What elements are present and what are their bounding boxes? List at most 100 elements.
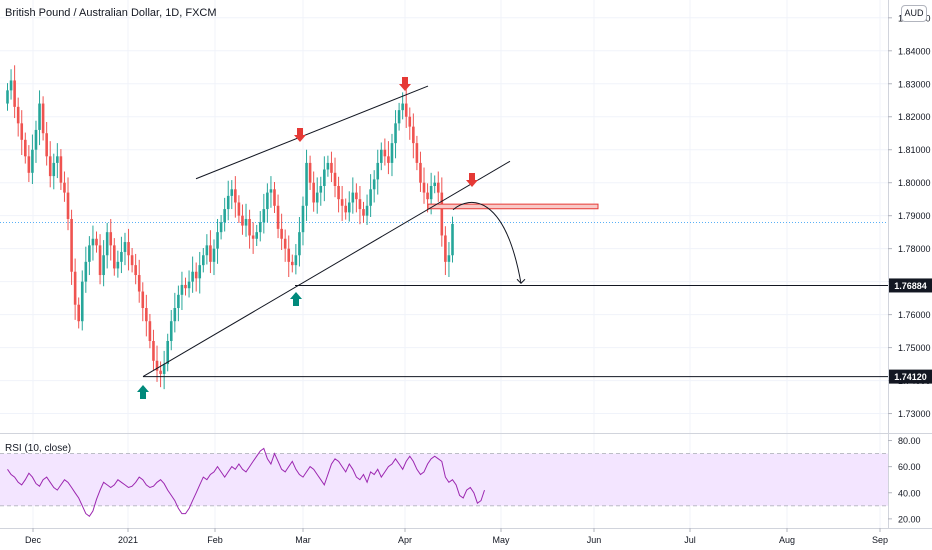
candle-body <box>444 235 447 262</box>
candle-body <box>273 189 276 206</box>
candle-body <box>244 218 248 226</box>
candle-body <box>230 189 234 196</box>
candle-body <box>298 232 301 256</box>
candle-body <box>315 192 319 203</box>
candle-body <box>127 242 130 256</box>
price-tick-label: 1.73000 <box>898 409 931 419</box>
candle-body <box>276 205 280 229</box>
price-tick-label: 1.76000 <box>898 310 931 320</box>
candle-body <box>429 185 433 200</box>
candle-body <box>401 103 404 111</box>
candle-body <box>27 156 31 173</box>
price-tick-label: 1.75000 <box>898 343 931 353</box>
candle-body <box>166 340 169 365</box>
candle-body <box>169 321 173 341</box>
candle-body <box>355 192 358 200</box>
candle-body <box>333 172 337 186</box>
candle-body <box>262 209 266 223</box>
candle-body <box>344 205 347 213</box>
candle-body <box>301 205 305 233</box>
candle-body <box>105 232 109 256</box>
candle-body <box>269 189 273 193</box>
price-tick-label: 1.81000 <box>898 145 931 155</box>
candle-body <box>340 199 344 206</box>
rsi-band <box>0 453 888 506</box>
time-tick-label: 2021 <box>118 535 138 545</box>
candle-body <box>52 162 56 177</box>
candle-body <box>326 162 330 170</box>
down-arrow-icon <box>466 173 478 187</box>
candle-body <box>212 248 216 262</box>
candle-body <box>205 245 209 256</box>
candle-body <box>419 162 422 183</box>
candle-body <box>280 228 283 239</box>
candle-body <box>13 80 16 107</box>
candle-body <box>415 143 419 163</box>
candle-body <box>34 129 38 150</box>
price-tick-label: 1.83000 <box>898 79 931 89</box>
down-arrow-icon <box>399 77 411 91</box>
candle-body <box>291 261 294 266</box>
candle-body <box>88 245 91 262</box>
candle-body <box>187 281 191 289</box>
candle-body <box>436 182 440 193</box>
price-label-background <box>889 369 932 384</box>
candle-body <box>440 192 444 236</box>
currency-badge[interactable]: AUD <box>901 5 927 22</box>
price-tick-label: 1.80000 <box>898 178 931 188</box>
candle-body <box>362 209 365 216</box>
time-axis: Dec 2021 Feb Mar Apr May Jun Jul Aug Sep <box>0 528 932 545</box>
projection-curve <box>452 201 522 284</box>
candle-body <box>287 248 291 262</box>
candle-body <box>308 162 312 183</box>
candle-body <box>337 185 340 200</box>
candle-body <box>376 162 380 180</box>
time-tick-label: Feb <box>207 535 223 545</box>
channel-upper-line <box>195 85 429 180</box>
up-arrow-icon <box>137 385 149 399</box>
candle-body <box>6 90 9 104</box>
candle-body <box>41 103 45 134</box>
candle-body <box>95 238 98 246</box>
candle-body <box>191 271 194 282</box>
candle-body <box>248 218 251 236</box>
candle-body <box>323 169 326 186</box>
candle-body <box>347 202 351 213</box>
candle-body <box>45 133 48 157</box>
candle-body <box>330 162 333 173</box>
candle-body <box>404 103 408 117</box>
candle-body <box>383 149 387 157</box>
candle-body <box>130 255 134 266</box>
price-tick-label: 1.84000 <box>898 46 931 56</box>
candle-body <box>80 281 84 322</box>
candle-body <box>258 222 262 233</box>
candle-body <box>109 232 113 246</box>
candle-body <box>266 192 269 210</box>
grid <box>0 0 932 528</box>
candle-body <box>9 80 13 91</box>
candle-body <box>426 192 429 200</box>
candle-body <box>177 294 180 309</box>
candle-body <box>148 321 152 341</box>
rsi-line <box>7 447 485 518</box>
candle-body <box>56 156 59 163</box>
candle-body <box>38 103 41 130</box>
candle-body <box>48 156 52 177</box>
candle-body <box>283 238 287 249</box>
down-arrow-icon <box>294 128 306 142</box>
price-axis: 1.850001.840001.830001.820001.810001.800… <box>888 0 932 528</box>
candle-body <box>198 265 202 279</box>
time-tick-label: Apr <box>398 535 412 545</box>
resistance-zone <box>427 203 599 210</box>
chart-title: British Pound / Australian Dollar, 1D, F… <box>5 7 217 19</box>
candle-body <box>20 123 24 140</box>
candle-body <box>120 251 123 262</box>
candle-body <box>447 255 451 262</box>
time-tick-label: Jun <box>587 535 602 545</box>
candle-body <box>113 245 116 269</box>
rsi-tick-label: 80.00 <box>898 436 921 446</box>
candle-body <box>66 192 70 219</box>
candle-body <box>387 156 390 163</box>
candle-body <box>319 185 323 193</box>
